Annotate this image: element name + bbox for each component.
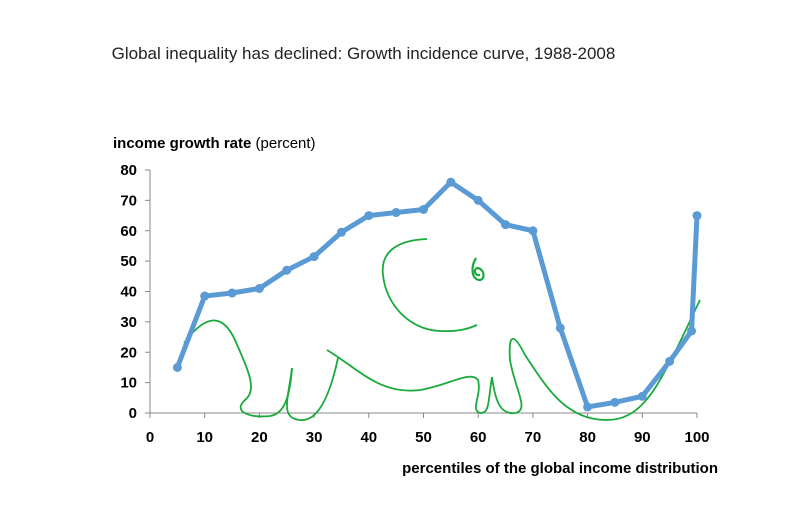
y-axis-label-bold: income growth rate [113,135,252,152]
x-axis-label: percentiles of the global income distrib… [402,460,718,477]
y-tick-label: 0 [129,405,137,422]
data-point [336,227,346,237]
data-point [637,391,647,401]
data-point [419,204,428,214]
x-tick-label: 0 [146,429,154,446]
x-tick-label: 60 [470,429,487,446]
chart-title: Global inequality has declined: Growth i… [111,44,616,63]
series-line [175,179,700,410]
data-point [528,226,538,236]
y-tick-label: 70 [120,192,137,209]
x-tick-label: 10 [196,429,213,446]
data-point [501,220,511,230]
data-point [583,402,593,412]
elephant-drawing [183,238,701,421]
y-tick-label: 80 [120,162,137,179]
data-point [687,326,697,336]
data-point [610,397,620,407]
data-point [309,252,319,262]
x-tick-label: 20 [251,429,268,446]
data-point [473,195,483,205]
y-tick-label: 10 [120,375,137,392]
y-tick-label: 40 [120,284,137,301]
data-point [254,283,264,293]
data-point [282,265,292,275]
elephant-front-leg-trunk [491,299,701,421]
y-tick-label: 60 [120,223,137,240]
elephant-rear-leg [183,319,293,418]
y-tick-label: 20 [120,344,137,361]
x-tick-label: 50 [415,429,432,446]
x-tick-label: 30 [306,429,323,446]
y-axis-label-unit: (percent) [255,135,316,152]
data-point [172,362,182,372]
data-point [227,288,237,298]
x-tick-label: 70 [525,429,542,446]
x-tick-label: 90 [634,429,651,446]
data-point [200,291,210,301]
x-tick-label: 40 [360,429,377,446]
elephant-eye [471,257,485,282]
data-point [555,323,565,333]
elephant-rear-leg-2 [286,357,339,421]
y-axis-label: income growth rate (percent) [113,135,316,152]
data-point [364,211,374,221]
y-tick-label: 50 [120,253,137,270]
data-point [665,356,675,366]
data-point [446,177,456,187]
x-tick-label: 80 [579,429,596,446]
data-point [391,208,401,218]
data-point [692,211,702,221]
elephant-ear [381,238,478,333]
y-tick-label: 30 [120,314,137,331]
elephant-belly [326,349,493,414]
x-tick-label: 100 [684,429,709,446]
